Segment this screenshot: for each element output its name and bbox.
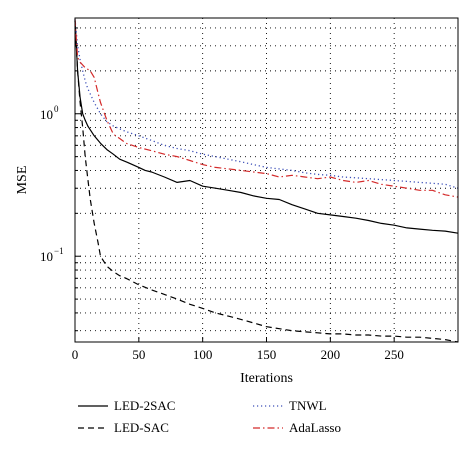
legend-item-tnwl: TNWL [253,398,327,413]
x-tick-label: 150 [257,347,277,362]
x-tick-label: 50 [132,347,145,362]
x-tick-label: 250 [384,347,404,362]
x-tick-label: 200 [321,347,341,362]
y-tick-label: 10 −1 [40,246,64,264]
legend-label: LED-2SAC [114,398,175,413]
legend-label: AdaLasso [289,420,341,435]
x-axis-label: Iterations [240,371,293,386]
legend-label: LED-SAC [114,420,169,435]
x-tick-label: 100 [193,347,213,362]
grid-lines [75,18,458,342]
series-line-tnwl [74,19,459,189]
y-tick-exponent: 0 [54,104,59,114]
y-tick-base: 10 [40,107,53,122]
legend-label: TNWL [289,398,327,413]
legend-item-adalasso: AdaLasso [253,420,341,435]
series-lines [74,19,459,343]
legend: LED-2SAC LED-SAC TNWL AdaLasso [78,398,341,435]
x-tick-label: 0 [72,347,79,362]
series-line-led-sac [74,20,459,343]
legend-item-led-sac: LED-SAC [78,420,169,435]
legend-item-led-2sac: LED-2SAC [78,398,175,413]
series-line-led-2sac [74,20,459,234]
y-axis-label: MSE [15,166,30,195]
series-line-adalasso [74,19,459,198]
y-tick-exponent: −1 [54,246,64,256]
y-tick-label: 10 0 [40,104,59,122]
y-tick-base: 10 [40,249,53,264]
